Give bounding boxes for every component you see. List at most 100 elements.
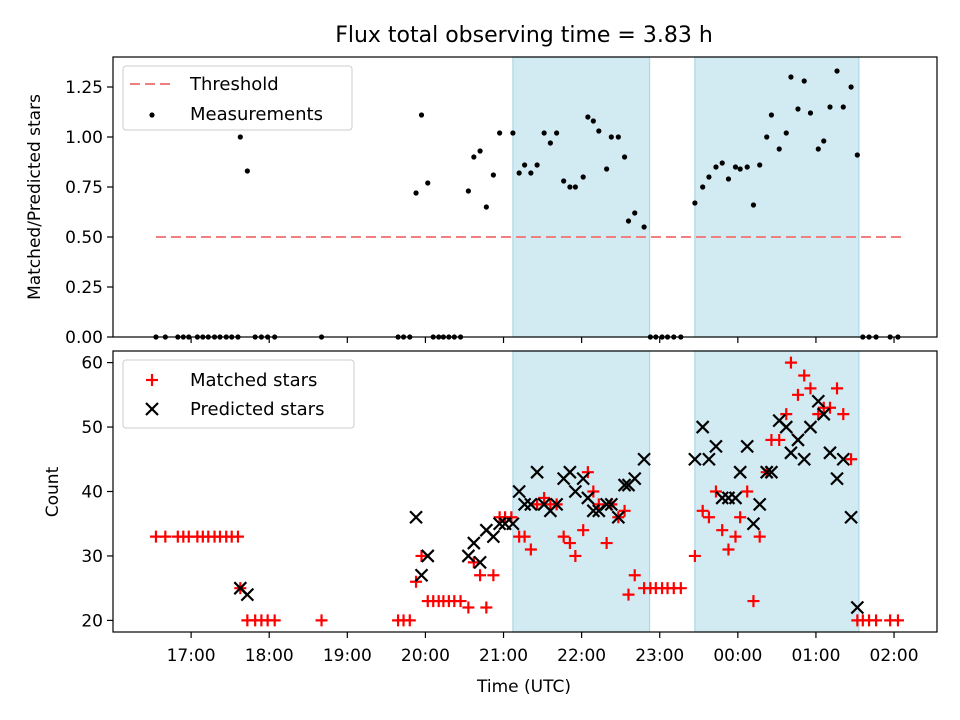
predicted-stars-points bbox=[233, 394, 865, 615]
top-y-axis: 0.00 0.25 0.50 0.75 1.00 1.25 bbox=[65, 78, 113, 348]
matched-star-point bbox=[531, 498, 544, 511]
chart-title: Flux total observing time = 3.83 h bbox=[335, 23, 713, 48]
predicted-star-point bbox=[486, 529, 501, 544]
predicted-star-point bbox=[420, 549, 435, 563]
top-y-tick-label: 0.50 bbox=[65, 228, 103, 248]
matched-star-point bbox=[618, 504, 631, 517]
measurement-point bbox=[554, 130, 560, 136]
legend-measurements-swatch bbox=[149, 112, 155, 118]
x-tick-label: 18:00 bbox=[245, 646, 294, 666]
measurement-point bbox=[528, 170, 534, 176]
matched-star-point bbox=[231, 530, 244, 543]
shaded-period-2 bbox=[694, 56, 860, 338]
predicted-star-point bbox=[733, 465, 747, 479]
predicted-star-point bbox=[586, 504, 601, 518]
measurement-point bbox=[471, 154, 477, 160]
top-y-tick-label: 0.75 bbox=[65, 178, 103, 198]
predicted-star-point bbox=[617, 478, 632, 492]
measurement-point bbox=[827, 104, 833, 110]
bottom-y-tick-label: 50 bbox=[81, 418, 103, 438]
predicted-star-point bbox=[764, 465, 779, 479]
predicted-star-point bbox=[740, 439, 754, 454]
matched-star-point bbox=[870, 614, 883, 627]
matched-star-point bbox=[823, 401, 836, 414]
predicted-star-point bbox=[549, 497, 564, 512]
measurement-point bbox=[757, 162, 763, 168]
measurement-point bbox=[516, 170, 522, 176]
predicted-star-point bbox=[461, 549, 476, 563]
predicted-star-point bbox=[240, 587, 255, 602]
matched-star-point bbox=[831, 382, 844, 395]
bottom-y-axis: 20 30 40 50 60 bbox=[81, 354, 113, 631]
measurement-point bbox=[854, 152, 860, 158]
bottom-y-label: Count bbox=[43, 466, 63, 517]
matched-star-point bbox=[474, 569, 487, 582]
predicted-star-point bbox=[563, 465, 577, 479]
matched-star-point bbox=[268, 614, 281, 627]
legend-predicted-label: Predicted stars bbox=[190, 399, 324, 420]
measurement-points bbox=[153, 68, 901, 340]
matched-star-point bbox=[784, 356, 797, 369]
measurement-point bbox=[522, 162, 528, 168]
matched-star-point bbox=[577, 524, 590, 537]
predicted-star-point bbox=[637, 452, 651, 467]
measurement-point bbox=[585, 114, 591, 120]
measurement-point bbox=[737, 166, 743, 172]
measurement-point bbox=[596, 128, 602, 134]
predicted-star-point bbox=[779, 420, 794, 434]
bottom-panel: 20 30 40 50 60 17:00 18:00 19:00 20:00 21:00 22:0… bbox=[43, 350, 938, 697]
measurement-point bbox=[632, 210, 638, 216]
shaded-period-2 bbox=[694, 350, 860, 633]
predicted-star-point bbox=[512, 484, 526, 499]
top-y-tick-label: 1.00 bbox=[65, 128, 103, 148]
matched-star-point bbox=[804, 382, 817, 395]
measurement-point bbox=[764, 134, 770, 140]
matched-star-point bbox=[569, 549, 582, 562]
x-tick-label: 23:00 bbox=[635, 646, 684, 666]
predicted-star-point bbox=[473, 555, 487, 570]
measurement-point bbox=[561, 178, 567, 184]
measurement-point bbox=[641, 224, 647, 230]
predicted-star-point bbox=[530, 465, 544, 479]
predicted-star-point bbox=[797, 452, 812, 467]
top-legend-box bbox=[122, 65, 353, 131]
bottom-x-axis: 17:00 18:00 19:00 20:00 21:00 22:00 23:00 00:00… bbox=[167, 632, 919, 666]
matched-star-point bbox=[600, 537, 613, 550]
measurement-point bbox=[713, 164, 719, 170]
measurement-point bbox=[807, 110, 814, 116]
measurement-point bbox=[418, 112, 425, 118]
measurement-point bbox=[725, 176, 732, 182]
matched-star-point bbox=[315, 614, 328, 627]
matched-star-point bbox=[696, 504, 709, 517]
measurement-point bbox=[621, 154, 628, 160]
matched-star-point bbox=[480, 601, 493, 614]
measurement-point bbox=[497, 130, 503, 136]
measurement-point bbox=[510, 130, 516, 136]
measurement-point bbox=[848, 84, 854, 90]
measurement-point bbox=[483, 204, 489, 210]
top-y-tick-label: 0.25 bbox=[65, 278, 103, 298]
measurement-point bbox=[815, 146, 821, 152]
matched-star-point bbox=[734, 511, 747, 524]
measurement-point bbox=[801, 78, 807, 84]
predicted-star-point bbox=[759, 465, 774, 479]
measurement-point bbox=[615, 134, 621, 140]
matched-star-point bbox=[159, 530, 172, 543]
matched-star-point bbox=[702, 511, 715, 524]
bottom-legend: Matched stars Predicted stars bbox=[122, 359, 355, 429]
matched-star-point bbox=[753, 530, 766, 543]
measurement-point bbox=[744, 164, 750, 170]
matched-star-point bbox=[741, 485, 754, 498]
measurement-point bbox=[732, 164, 739, 170]
predicted-star-point bbox=[627, 471, 642, 486]
measurement-point bbox=[821, 138, 827, 144]
top-y-tick-label: 0.00 bbox=[65, 328, 103, 348]
top-shaded-periods bbox=[512, 56, 860, 338]
predicted-star-point bbox=[709, 439, 723, 454]
predicted-star-point bbox=[576, 471, 590, 486]
measurement-point bbox=[413, 190, 419, 196]
matched-star-point bbox=[462, 601, 475, 614]
predicted-star-point bbox=[715, 491, 729, 505]
measurement-point bbox=[768, 112, 775, 118]
